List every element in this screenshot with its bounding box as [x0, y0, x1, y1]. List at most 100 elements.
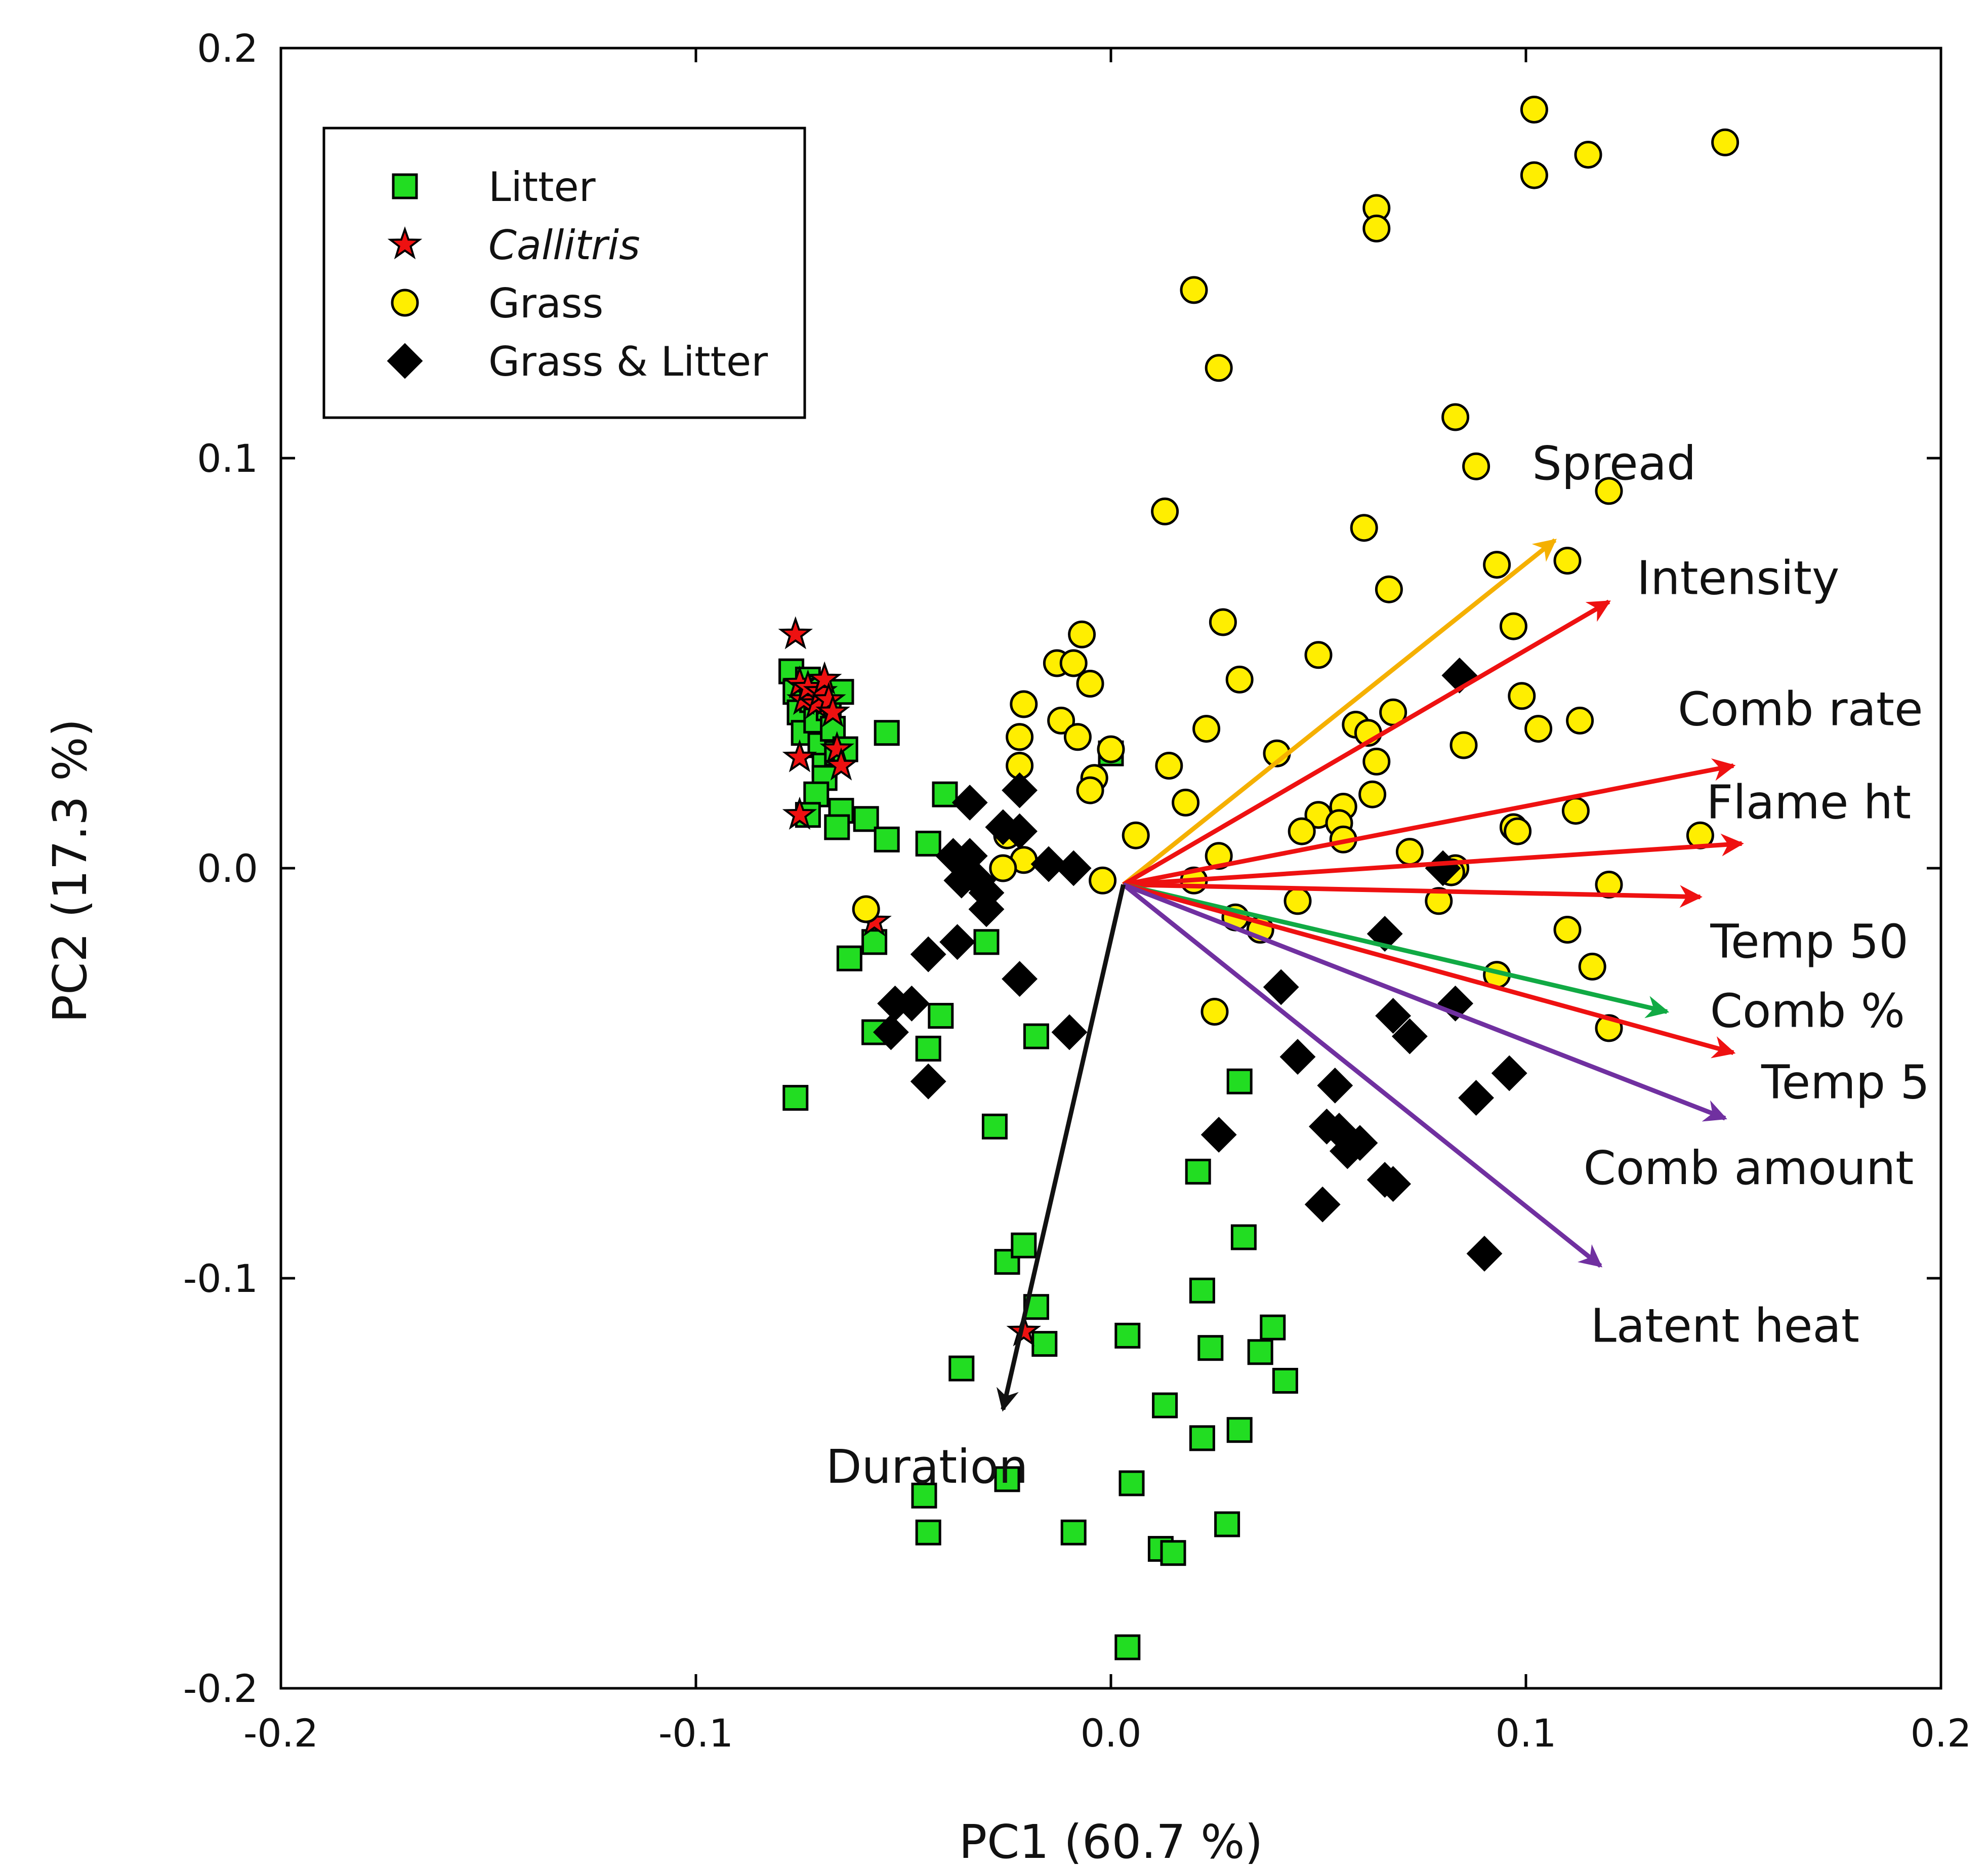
vector-label: Duration [826, 1440, 1028, 1494]
data-point [1449, 731, 1478, 759]
vector-label: Latent heat [1591, 1299, 1859, 1353]
data-point [823, 747, 859, 781]
vector-label: Spread [1532, 436, 1696, 491]
y-tick-label: -0.1 [183, 1256, 258, 1301]
data-point [1180, 276, 1208, 304]
data-point [1491, 1055, 1527, 1091]
data-point [1122, 821, 1150, 849]
data-point [1520, 161, 1548, 189]
data-point [819, 731, 855, 764]
data-point [1152, 1392, 1178, 1418]
y-axis-title: PC2 (17.3 %) [43, 719, 97, 1023]
data-point [1350, 514, 1378, 542]
data-point [1375, 575, 1403, 603]
data-point [1260, 1314, 1286, 1341]
data-point [1304, 1186, 1341, 1223]
vector-temp-50 [1123, 882, 1703, 908]
vector-latent-heat [1122, 882, 1603, 1268]
data-point [1230, 1224, 1257, 1250]
data-point [853, 806, 879, 832]
data-point [1030, 846, 1067, 882]
data-point [1499, 612, 1527, 640]
data-point [1288, 817, 1316, 845]
data-point [989, 854, 1017, 882]
data-point [932, 781, 958, 807]
data-point [1358, 780, 1387, 808]
data-point [1097, 735, 1125, 763]
legend-marker [387, 226, 423, 260]
data-point [861, 929, 888, 955]
vector-label: Temp 5 [1761, 1056, 1930, 1110]
data-point [1063, 723, 1092, 751]
data-point [1247, 1339, 1273, 1365]
loading-vectors: Spread Intensity Comb rate Flame ht Temp 50 C… [826, 436, 1930, 1494]
y-tick-label: 0.0 [197, 846, 258, 891]
data-point [782, 1085, 809, 1111]
vector-temp-5 [1123, 882, 1736, 1059]
data-point [874, 720, 900, 746]
data-point [1151, 497, 1179, 525]
data-point [1002, 961, 1038, 997]
data-point [1205, 354, 1233, 382]
legend-item-grass: Grass [391, 280, 603, 327]
data-point [994, 1249, 1020, 1275]
data-point [1205, 842, 1233, 870]
data-point [1283, 887, 1312, 915]
data-point [1225, 665, 1254, 694]
legend-marker [387, 343, 423, 379]
vector-comb- [1123, 882, 1670, 1019]
vector-label: Comb amount [1584, 1141, 1914, 1195]
vector-label: Intensity [1637, 551, 1839, 605]
x-tick-label: 0.1 [1496, 1711, 1557, 1756]
data-point [915, 1519, 941, 1546]
vector-label: Temp 50 [1710, 915, 1909, 969]
data-point [1441, 403, 1470, 431]
data-point [873, 1014, 909, 1050]
data-point [778, 616, 813, 650]
data-point [1462, 452, 1490, 480]
data-point [1362, 747, 1391, 776]
data-point [1578, 952, 1606, 981]
data-point [1391, 1018, 1428, 1054]
data-point [910, 1063, 946, 1100]
data-point [1010, 690, 1038, 718]
data-point [911, 1482, 937, 1509]
data-point [1425, 887, 1453, 915]
vector-comb-amount [1122, 882, 1727, 1122]
data-point [1375, 998, 1412, 1034]
data-point [893, 985, 930, 1022]
data-point [782, 796, 817, 830]
data-point [1006, 723, 1034, 751]
data-point [1304, 641, 1333, 669]
data-point [951, 784, 988, 821]
data-point [981, 1113, 1008, 1140]
data-point [1155, 752, 1183, 780]
data-point [1089, 866, 1117, 895]
data-point [948, 1355, 975, 1382]
data-point [1595, 477, 1623, 505]
legend-label-grass: Grass [488, 280, 603, 327]
vector-comb-rate [1123, 758, 1736, 887]
legend: Litter Callitris Grass Grass & Litter [322, 127, 806, 419]
data-point [1119, 1470, 1145, 1496]
vector-spread [1122, 538, 1557, 886]
data-point [910, 936, 946, 972]
data-point [1395, 838, 1424, 866]
data-point [968, 891, 1005, 927]
y-tick-label: 0.1 [197, 436, 258, 481]
legend-marker-circle [391, 289, 419, 317]
data-point [1189, 1277, 1215, 1304]
vector-intensity [1122, 599, 1611, 887]
data-point [1508, 682, 1536, 710]
data-point [915, 830, 941, 857]
legend-label-litter: Litter [488, 164, 596, 211]
data-point [1483, 551, 1511, 579]
data-point [824, 814, 850, 840]
data-point [1002, 772, 1038, 808]
data-point [1226, 1417, 1253, 1443]
data-point [1504, 817, 1532, 845]
data-point [1114, 1322, 1141, 1349]
data-point [1068, 620, 1096, 648]
data-point [1375, 1166, 1412, 1202]
